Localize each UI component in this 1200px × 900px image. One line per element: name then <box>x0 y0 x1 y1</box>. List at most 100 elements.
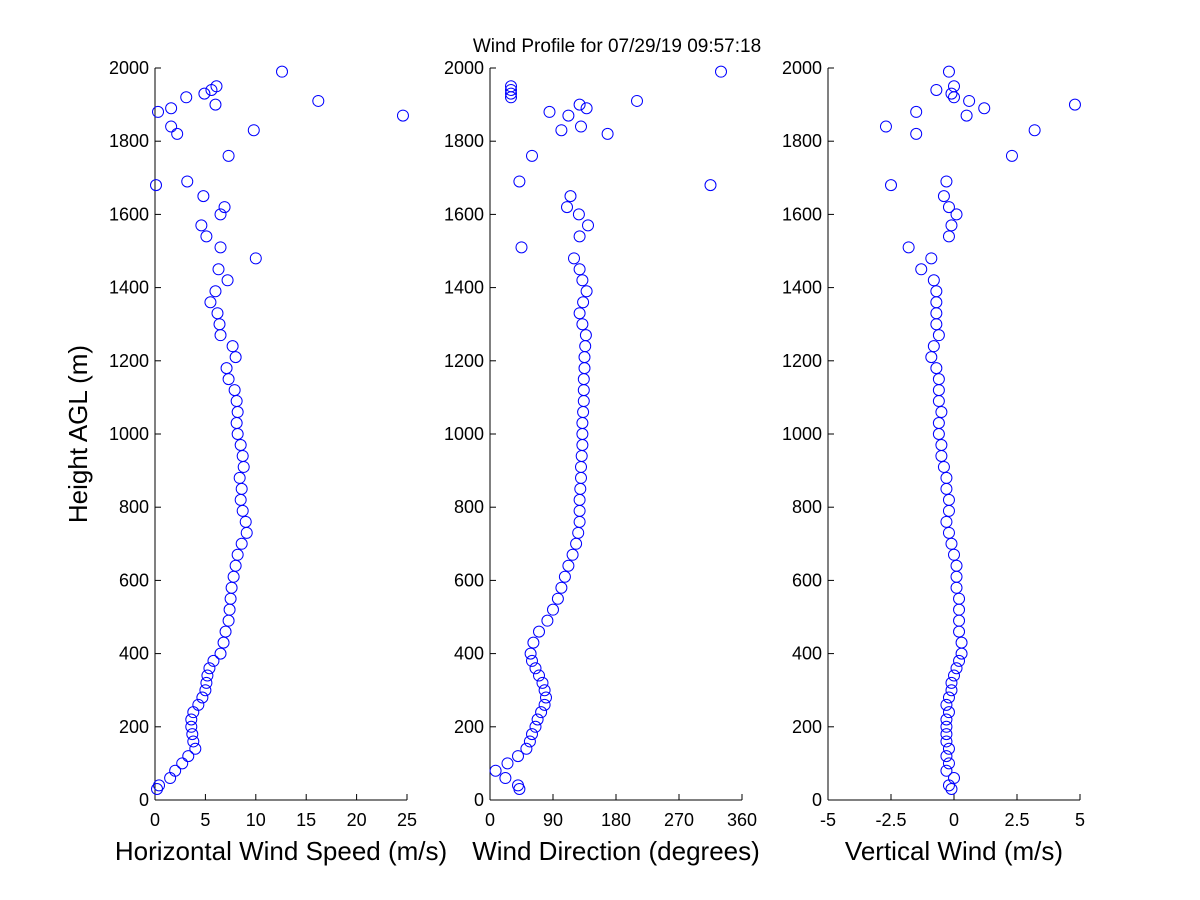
figure-title: Wind Profile for 07/29/19 09:57:18 <box>473 36 761 57</box>
scatter-point <box>940 713 953 726</box>
x-tick-label: 90 <box>543 810 563 830</box>
scatter-point <box>704 179 717 192</box>
scatter-point <box>1028 124 1041 137</box>
scatter-point <box>231 548 244 561</box>
scatter-point <box>948 772 960 785</box>
scatter-point <box>527 636 540 649</box>
scatter-point <box>226 340 239 353</box>
x-tick-label: 20 <box>347 810 367 830</box>
scatter-point <box>945 676 958 689</box>
scatter-point <box>948 669 960 682</box>
scatter-point <box>529 662 542 675</box>
scatter-point <box>579 329 592 342</box>
scatter-point <box>942 526 955 539</box>
scatter-point <box>165 102 178 115</box>
x-tick-label: 10 <box>246 810 266 830</box>
scatter-point <box>228 384 241 397</box>
scatter-point <box>249 252 262 265</box>
scatter-point <box>940 728 953 741</box>
scatter-point <box>529 720 542 733</box>
scatter-point <box>1068 98 1081 111</box>
y-tick-label: 2000 <box>444 58 484 78</box>
scatter-point <box>558 570 571 583</box>
x-tick-label: 0 <box>485 810 495 830</box>
scatter-point <box>601 127 614 140</box>
scatter-point <box>541 614 554 627</box>
scatter-point <box>209 285 222 298</box>
scatter-point <box>932 417 945 430</box>
scatter-point <box>221 274 234 287</box>
scatter-point <box>940 750 953 763</box>
scatter-point <box>199 684 212 697</box>
scatter-point <box>573 307 586 320</box>
scatter-point <box>152 105 165 118</box>
scatter-point <box>185 713 198 726</box>
scatter-point <box>580 102 593 115</box>
scatter-point <box>219 625 232 638</box>
scatter-point <box>573 230 586 243</box>
y-tick-label: 1400 <box>782 278 822 298</box>
y-tick-label: 200 <box>792 717 822 737</box>
scatter-point <box>960 109 973 122</box>
y-tick-label: 600 <box>792 570 822 590</box>
scatter-point <box>247 124 260 137</box>
scatter-point <box>910 127 923 140</box>
scatter-point <box>239 515 252 528</box>
y-tick-label: 1400 <box>109 278 149 298</box>
y-tick-label: 1000 <box>444 424 484 444</box>
y-tick-label: 1600 <box>444 204 484 224</box>
scatter-point <box>171 127 184 140</box>
scatter-point <box>950 559 963 572</box>
y-tick-label: 1200 <box>444 351 484 371</box>
scatter-point <box>505 80 517 93</box>
y-tick-label: 0 <box>139 790 149 810</box>
y-tick-label: 1600 <box>782 204 822 224</box>
y-tick-label: 800 <box>119 497 149 517</box>
scatter-point <box>195 219 208 232</box>
scatter-point <box>524 647 537 660</box>
scatter-point <box>312 94 325 107</box>
scatter-point <box>932 373 945 386</box>
x-tick-label: 2.5 <box>1004 810 1029 830</box>
y-tick-label: 2000 <box>782 58 822 78</box>
y-tick-label: 1800 <box>109 131 149 151</box>
y-tick-label: 400 <box>454 644 484 664</box>
scatter-point <box>533 669 545 682</box>
y-tick-label: 400 <box>792 644 822 664</box>
scatter-point <box>942 493 955 506</box>
scatter-point <box>715 65 727 78</box>
scatter-point <box>940 471 953 484</box>
subplot: 0 200 400 600 800 1000 1200 1400 1600 1800 2000 0 5 1… <box>63 58 447 866</box>
scatter-point <box>153 779 166 792</box>
scatter-point <box>201 669 214 682</box>
scatter-point <box>942 742 955 755</box>
y-tick-label: 1800 <box>782 131 822 151</box>
scatter-point <box>930 362 943 375</box>
scatter-point <box>533 625 545 638</box>
scatter-point <box>515 241 528 254</box>
scatter-point <box>531 713 544 726</box>
scatter-point <box>536 676 549 689</box>
scatter-point <box>207 654 220 667</box>
scatter-point <box>942 691 955 704</box>
x-axis-label: Horizontal Wind Speed (m/s) <box>115 836 447 866</box>
scatter-point <box>942 65 955 78</box>
scatter-point <box>189 742 202 755</box>
x-tick-label: 5 <box>1075 810 1085 830</box>
subplot: 0 200 400 600 800 1000 1200 1400 1600 1800 2000 0 90… <box>444 58 760 866</box>
scatter-point <box>169 764 182 777</box>
y-tick-label: 1000 <box>782 424 822 444</box>
y-tick-label: 0 <box>474 790 484 810</box>
scatter-point <box>526 149 538 162</box>
scatter-point <box>220 362 233 375</box>
scatter-point <box>885 179 897 192</box>
scatter-point <box>566 548 579 561</box>
scatter-point <box>910 105 923 118</box>
y-tick-label: 800 <box>454 497 484 517</box>
scatter-point <box>953 592 966 605</box>
scatter-point <box>150 179 163 192</box>
scatter-point <box>927 340 940 353</box>
scatter-point <box>555 581 568 594</box>
scatter-point <box>214 647 227 660</box>
